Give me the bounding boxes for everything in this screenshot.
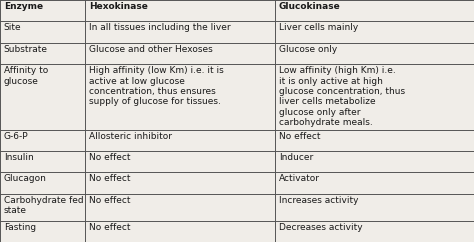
Bar xyxy=(275,194,474,221)
Bar xyxy=(0,130,85,151)
Text: Substrate: Substrate xyxy=(4,45,48,54)
Bar xyxy=(0,173,85,194)
Bar xyxy=(275,21,474,43)
Bar xyxy=(275,151,474,173)
Text: G-6-P: G-6-P xyxy=(4,132,28,141)
Text: Inducer: Inducer xyxy=(279,153,313,162)
Bar xyxy=(0,43,85,64)
Text: Insulin: Insulin xyxy=(4,153,34,162)
Text: Allosteric inhibitor: Allosteric inhibitor xyxy=(89,132,172,141)
Text: No effect: No effect xyxy=(89,174,131,183)
Bar xyxy=(275,130,474,151)
Text: Glucose only: Glucose only xyxy=(279,45,337,54)
Bar xyxy=(85,173,275,194)
Text: In all tissues including the liver: In all tissues including the liver xyxy=(89,23,231,32)
Text: No effect: No effect xyxy=(89,196,131,205)
Bar xyxy=(275,64,474,130)
Bar xyxy=(85,21,275,43)
Bar xyxy=(0,221,85,242)
Bar xyxy=(85,151,275,173)
Bar xyxy=(85,130,275,151)
Text: Glucose and other Hexoses: Glucose and other Hexoses xyxy=(89,45,213,54)
Text: No effect: No effect xyxy=(89,153,131,162)
Text: Enzyme: Enzyme xyxy=(4,2,43,11)
Bar xyxy=(0,0,85,21)
Bar xyxy=(85,194,275,221)
Bar xyxy=(85,0,275,21)
Text: Affinity to
glucose: Affinity to glucose xyxy=(4,66,48,86)
Bar xyxy=(0,151,85,173)
Text: Carbohydrate fed
state: Carbohydrate fed state xyxy=(4,196,83,215)
Text: No effect: No effect xyxy=(279,132,320,141)
Bar xyxy=(275,173,474,194)
Text: Hexokinase: Hexokinase xyxy=(89,2,148,11)
Text: High affinity (low Km) i.e. it is
active at low glucose
concentration, thus ensu: High affinity (low Km) i.e. it is active… xyxy=(89,66,224,106)
Text: Low affinity (high Km) i.e.
it is only active at high
glucose concentration, thu: Low affinity (high Km) i.e. it is only a… xyxy=(279,66,405,127)
Text: Glucokinase: Glucokinase xyxy=(279,2,340,11)
Bar xyxy=(0,194,85,221)
Bar xyxy=(275,221,474,242)
Bar xyxy=(0,21,85,43)
Text: Site: Site xyxy=(4,23,21,32)
Bar xyxy=(0,64,85,130)
Text: Increases activity: Increases activity xyxy=(279,196,358,205)
Bar xyxy=(275,0,474,21)
Bar xyxy=(85,64,275,130)
Text: Activator: Activator xyxy=(279,174,319,183)
Bar xyxy=(275,43,474,64)
Text: Decreases activity: Decreases activity xyxy=(279,223,362,232)
Text: No effect: No effect xyxy=(89,223,131,232)
Bar xyxy=(85,43,275,64)
Text: Liver cells mainly: Liver cells mainly xyxy=(279,23,358,32)
Bar xyxy=(85,221,275,242)
Text: Fasting: Fasting xyxy=(4,223,36,232)
Text: Glucagon: Glucagon xyxy=(4,174,46,183)
